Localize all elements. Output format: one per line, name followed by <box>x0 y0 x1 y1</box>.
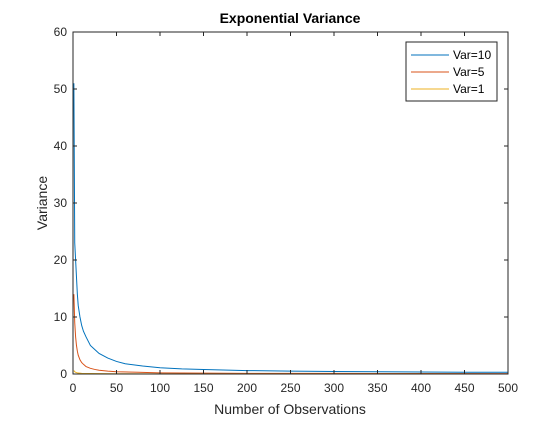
y-tick-label: 0 <box>60 367 67 381</box>
series-line-2 <box>73 294 509 375</box>
x-tick-label: 350 <box>367 381 387 395</box>
y-tick-label: 20 <box>54 253 68 267</box>
x-tick-label: 0 <box>70 381 77 395</box>
x-tick-label: 150 <box>193 381 213 395</box>
x-tick-label: 200 <box>237 381 257 395</box>
x-tick-label: 500 <box>498 381 518 395</box>
y-tick-label: 30 <box>54 196 68 210</box>
y-tick-label: 40 <box>54 139 68 153</box>
plot-area <box>73 83 509 375</box>
x-tick-label: 400 <box>411 381 431 395</box>
x-tick-label: 300 <box>324 381 344 395</box>
x-axis-label: Number of Observations <box>214 401 366 417</box>
x-tick-label: 250 <box>280 381 300 395</box>
y-tick-label: 50 <box>54 82 68 96</box>
x-tick-label: 450 <box>454 381 474 395</box>
legend-label-3: Var=1 <box>453 82 485 96</box>
y-tick-label: 60 <box>54 25 68 39</box>
legend: Var=10 Var=5 Var=1 <box>405 41 498 102</box>
axes: 0 50 100 150 200 250 300 350 400 450 500 0 10 20 30 40 5… <box>54 25 519 395</box>
chart-title: Exponential Variance <box>220 10 361 26</box>
y-axis-label: Variance <box>34 176 50 230</box>
series-line-1 <box>73 83 508 373</box>
x-tick-label: 100 <box>150 381 170 395</box>
legend-label-1: Var=10 <box>453 48 491 62</box>
y-tick-label: 10 <box>54 310 68 324</box>
x-tick-label: 50 <box>110 381 124 395</box>
legend-label-2: Var=5 <box>453 65 485 79</box>
